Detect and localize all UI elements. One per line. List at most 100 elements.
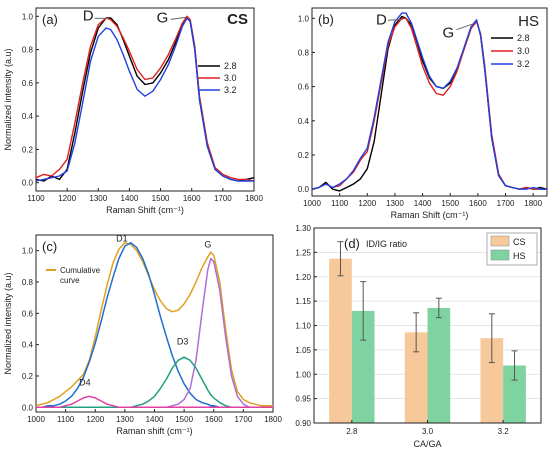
panel-c: 1000 1100 1200 1300 1400 1500 1600 1700 1800 0.0 0…: [3, 233, 282, 436]
plot-frame-c: [35, 234, 274, 413]
x-tick-label: 1700: [497, 199, 515, 208]
peak-label-d: D: [376, 11, 387, 28]
y-tick-label: 0.8: [298, 48, 310, 57]
legend-label: 3.0: [224, 73, 237, 83]
legend-label-line2: curve: [60, 276, 80, 285]
peak-pointer-d: [387, 18, 404, 21]
series-line-d4: [36, 395, 273, 409]
x-tick-label: 1200: [58, 194, 76, 203]
x-axis-label: Raman Shift (cm⁻¹): [106, 205, 184, 215]
panel-b: 1000 1100 1200 1300 1400 1500 1600 1700 1800 0.0 0…: [298, 7, 548, 220]
y-tick-label: 1.10: [295, 322, 311, 331]
peak-label-d4: D4: [79, 377, 91, 387]
y-tick-label: 0.0: [298, 185, 310, 194]
y-tick-label: 0.8: [22, 46, 34, 55]
y-axis-label: Normalized intensity (a.u): [3, 272, 13, 374]
series-line-2.8: [311, 15, 548, 192]
series-line-3.0: [35, 15, 255, 182]
x-tick-label: 1300: [386, 199, 404, 208]
x-tick-label: 1500: [441, 199, 459, 208]
legend-label: 3.2: [517, 59, 530, 69]
series-line-3.2: [35, 17, 254, 182]
x-tick-label: 1400: [121, 194, 139, 203]
y-tick-label: 0.4: [22, 341, 34, 350]
legend-label: 2.8: [517, 33, 530, 43]
x-tick-label: 1100: [57, 415, 75, 424]
bar-hs-2.8: [351, 310, 375, 423]
y-tick-label: 0.2: [298, 151, 310, 160]
x-tick-label: 1500: [175, 415, 193, 424]
x-tick-label: 1600: [469, 199, 487, 208]
panel-label: (a): [42, 12, 58, 27]
x-tick-label: 1100: [331, 199, 349, 208]
y-tick-label: 0.6: [298, 83, 310, 92]
y-tick-label: 0.4: [298, 117, 310, 126]
peak-pointer-g: [456, 23, 474, 31]
panel-a: 1100 1200 1300 1400 1500 1600 1700 1800 0.0 0.2 0.…: [3, 7, 263, 215]
y-tick-label: 1.30: [295, 224, 311, 233]
legend-label: HS: [513, 251, 526, 261]
x-tick-label: 1600: [183, 194, 201, 203]
bar-cs-3.2: [480, 338, 504, 423]
y-tick-label: 0.6: [22, 79, 34, 88]
x-tick-label: 1700: [214, 194, 232, 203]
x-tick-label: 1300: [89, 194, 107, 203]
peak-label-d3: D3: [177, 337, 189, 347]
x-tick-label: 3.0: [422, 427, 434, 436]
y-tick-label: 1.0: [22, 247, 34, 256]
y-tick-label: 0.95: [295, 395, 311, 404]
plot-frame-a: [35, 7, 255, 192]
y-tick-label: 1.0: [298, 14, 310, 23]
legend-label: 3.0: [517, 46, 530, 56]
x-tick-label: 1700: [234, 415, 252, 424]
corner-label: CS: [227, 11, 248, 28]
legend-swatch: [490, 249, 510, 261]
legend-label: 2.8: [224, 61, 237, 71]
series-line-cumulative-curve: [35, 242, 273, 407]
legend-label: CS: [513, 237, 526, 247]
peak-label-g: G: [204, 240, 211, 250]
y-tick-label: 1.05: [295, 346, 311, 355]
y-tick-label: 0.0: [22, 179, 34, 188]
series-line-3.2: [311, 12, 547, 190]
peak-label-g: G: [157, 9, 169, 26]
x-tick-label: 3.2: [498, 427, 510, 436]
bar-hs-3.2: [503, 365, 526, 423]
bar-cs-3.0: [404, 332, 428, 423]
y-tick-label: 0.0: [22, 403, 34, 412]
panel-label: (b): [318, 12, 334, 27]
y-tick-label: 1.20: [295, 273, 311, 282]
x-tick-label: 1200: [358, 199, 376, 208]
panel-d: 0.90 0.95 1.00 1.05 1.10 1.15 1.20 1.25 1.30 2.8 3…: [295, 224, 542, 449]
x-tick-label: 1500: [152, 194, 170, 203]
corner-label: HS: [518, 13, 539, 30]
y-tick-label: 0.4: [22, 112, 34, 121]
x-tick-label: 1300: [116, 415, 134, 424]
x-tick-label: 1000: [27, 415, 45, 424]
series-line-3.0: [311, 17, 547, 190]
x-tick-label: 2.8: [346, 427, 358, 436]
x-tick-label: 1000: [303, 199, 321, 208]
x-axis-label: CA/GA: [413, 439, 441, 449]
series-line-2.8: [35, 17, 255, 182]
y-tick-label: 0.8: [22, 278, 34, 287]
plot-frame-b: [311, 7, 548, 197]
x-tick-label: 1800: [245, 194, 263, 203]
y-tick-label: 0.2: [22, 145, 34, 154]
y-tick-label: 1.15: [295, 297, 311, 306]
peak-pointer-g: [170, 16, 186, 20]
y-tick-label: 1.00: [295, 370, 311, 379]
peak-label-d1: D1: [116, 233, 128, 243]
y-tick-label: 0.6: [22, 309, 34, 318]
bar-hs-3.0: [427, 307, 451, 423]
inset-title: ID/IG ratio: [366, 239, 407, 249]
panel-label: (c): [42, 239, 57, 254]
peak-label-d: D: [83, 7, 94, 24]
y-tick-label: 1.0: [22, 12, 34, 21]
legend-label-line1: Cumulative: [60, 266, 101, 275]
y-tick-label: 0.2: [22, 372, 34, 381]
x-tick-label: 1400: [146, 415, 164, 424]
y-tick-label: 0.90: [295, 419, 311, 428]
x-tick-label: 1100: [27, 194, 45, 203]
